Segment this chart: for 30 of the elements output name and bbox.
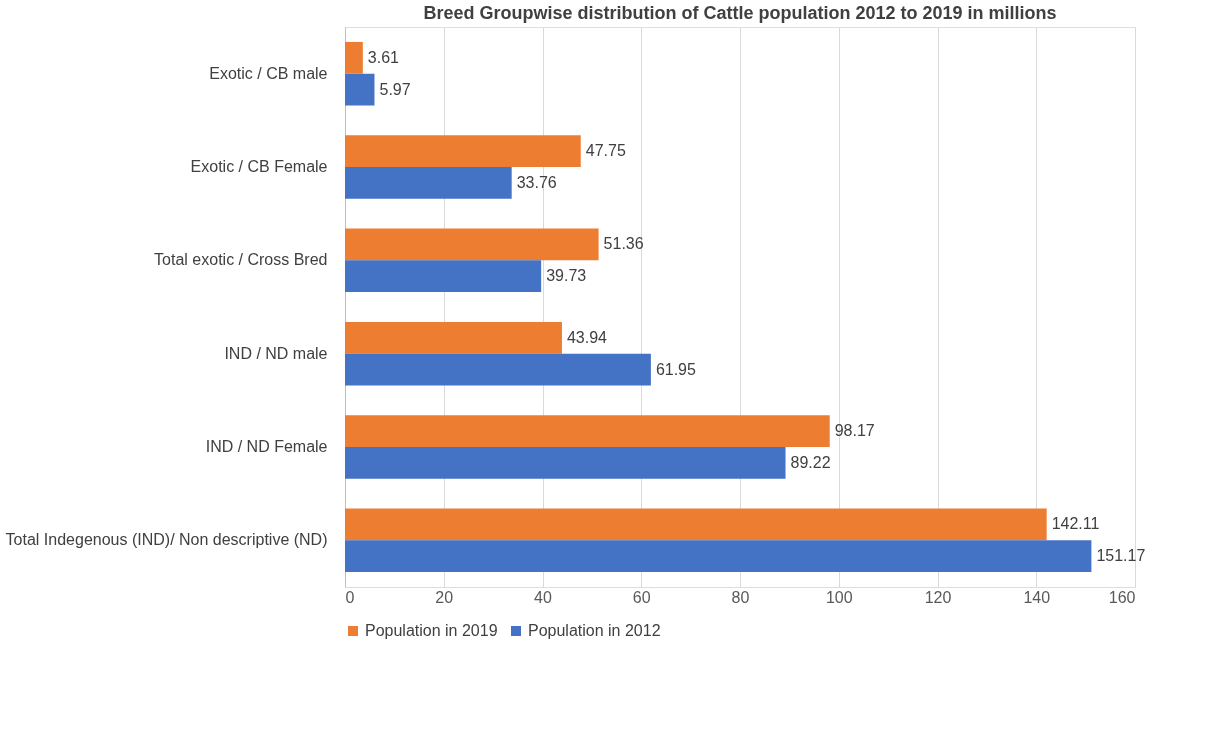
y-tick-label: IND / ND Female: [205, 438, 328, 455]
y-tick-label: Exotic / CB Female: [190, 158, 328, 175]
data-label: 61.95: [655, 360, 697, 378]
data-label: 51.36: [603, 235, 644, 253]
x-tick-label: 100: [825, 588, 853, 606]
x-tick-label: 60: [632, 588, 651, 606]
x-tick-label: 20: [435, 588, 454, 606]
x-tick-label: 80: [731, 588, 750, 606]
data-label: 43.94: [566, 328, 608, 346]
data-label: 33.76: [516, 173, 557, 191]
data-label: 5.97: [379, 80, 411, 98]
chart-title: Breed Groupwise distribution of Cattle population 2012 to 2019 in millions: [423, 3, 1057, 23]
data-label: 39.73: [546, 267, 587, 285]
data-label: 151.17: [1096, 547, 1146, 565]
x-tick-label: 140: [1023, 588, 1051, 606]
x-tick-label: 40: [534, 588, 552, 606]
x-tick-label: 120: [924, 588, 952, 606]
data-label: 3.61: [367, 48, 400, 66]
y-tick-label: IND / ND male: [224, 344, 328, 362]
data-label: 89.22: [790, 453, 831, 471]
y-tick-label: Total exotic / Cross Bred: [154, 251, 328, 269]
x-tick-label: 160: [1108, 588, 1136, 606]
y-tick-label: Exotic / CB male: [209, 64, 328, 82]
data-label: 142.11: [1051, 515, 1100, 533]
x-tick-label: 0: [345, 588, 355, 606]
legend-label: Population in 2019: [365, 622, 498, 639]
data-label: 98.17: [834, 422, 875, 440]
y-tick-label: Total Indegenous (IND)/ Non descriptive (ND): [5, 531, 328, 549]
legend-label: Population in 2012: [528, 622, 661, 639]
data-label: 47.75: [585, 142, 626, 160]
